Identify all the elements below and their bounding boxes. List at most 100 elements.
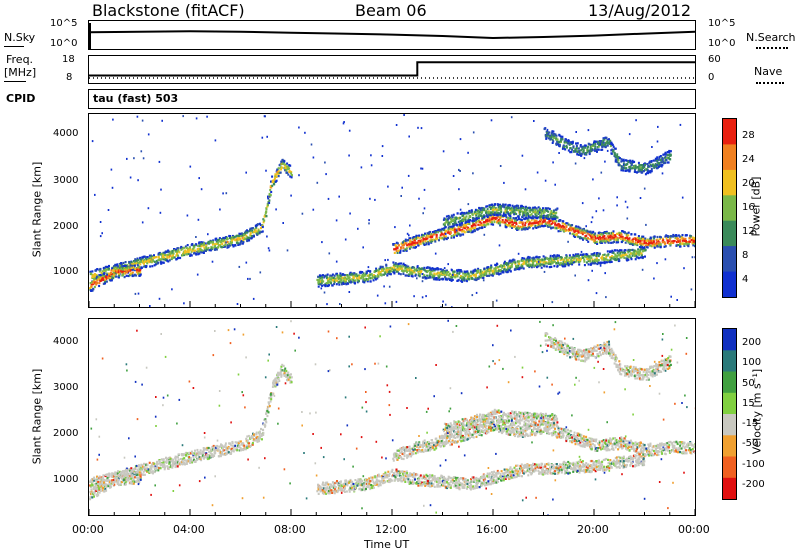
power-echo-cell bbox=[465, 224, 467, 227]
power-echo-cell bbox=[503, 206, 506, 209]
power-noise-cell bbox=[538, 211, 541, 214]
power-echo-cell bbox=[679, 243, 682, 246]
power-noise-cell bbox=[654, 235, 656, 238]
power-echo-cell bbox=[622, 237, 625, 240]
power-echo-cell bbox=[488, 272, 491, 275]
power-echo-cell bbox=[447, 218, 450, 221]
power-echo-cell bbox=[335, 283, 338, 286]
power-echo-cell bbox=[453, 236, 455, 239]
power-echo-cell bbox=[622, 160, 625, 163]
power-noise-cell bbox=[266, 135, 268, 138]
power-echo-cell bbox=[344, 278, 347, 281]
power-echo-cell bbox=[652, 236, 655, 239]
power-echo-cell bbox=[472, 221, 475, 224]
power-echo-cell bbox=[200, 245, 203, 248]
power-echo-cell bbox=[627, 234, 630, 237]
power-echo-cell bbox=[511, 225, 514, 228]
power-echo-cell bbox=[549, 213, 552, 216]
power-echo-cell bbox=[328, 276, 331, 279]
power-echo-cell bbox=[317, 285, 320, 288]
power-echo-cell bbox=[595, 254, 598, 257]
power-echo-cell bbox=[194, 249, 197, 252]
power-noise-cell bbox=[245, 261, 248, 264]
power-echo-cell bbox=[675, 244, 678, 247]
power-echo-cell bbox=[679, 235, 681, 238]
power-echo-cell bbox=[252, 227, 255, 230]
power-echo-cell bbox=[684, 237, 687, 240]
power-noise-cell bbox=[599, 143, 601, 146]
power-echo-cell bbox=[185, 253, 188, 256]
power-echo-cell bbox=[404, 239, 407, 242]
power-echo-cell bbox=[394, 265, 397, 268]
power-echo-cell bbox=[567, 264, 570, 267]
power-echo-cell bbox=[522, 267, 525, 270]
power-echo-cell bbox=[429, 238, 432, 241]
power-echo-cell bbox=[99, 279, 102, 282]
power-noise-cell bbox=[604, 272, 606, 275]
power-echo-cell bbox=[568, 262, 571, 265]
power-echo-cell bbox=[617, 157, 620, 160]
power-echo-cell bbox=[548, 266, 551, 269]
power-echo-cell bbox=[440, 229, 443, 232]
velocity-echo-cell bbox=[118, 476, 121, 479]
power-echo-cell bbox=[597, 253, 600, 256]
power-echo-cell bbox=[543, 220, 546, 223]
power-echo-cell bbox=[244, 231, 247, 235]
power-echo-cell bbox=[474, 210, 477, 213]
power-echo-cell bbox=[450, 219, 453, 222]
power-echo-cell bbox=[349, 278, 351, 281]
power-echo-cell bbox=[462, 214, 465, 217]
power-echo-cell bbox=[533, 264, 536, 267]
power-echo-cell bbox=[511, 226, 513, 229]
power-echo-cell bbox=[466, 270, 469, 273]
power-echo-cell bbox=[504, 221, 507, 224]
power-echo-cell bbox=[544, 208, 547, 211]
power-echo-cell bbox=[579, 253, 582, 256]
power-echo-cell bbox=[564, 139, 567, 142]
power-noise-cell bbox=[574, 162, 577, 165]
power-echo-cell bbox=[544, 215, 547, 218]
power-echo-cell bbox=[594, 262, 597, 265]
power-echo-cell bbox=[559, 259, 562, 262]
power-echo-cell bbox=[450, 225, 453, 228]
power-echo-cell bbox=[501, 214, 504, 217]
power-echo-cell bbox=[550, 213, 553, 216]
power-echo-cell bbox=[541, 224, 544, 228]
power-echo-cell bbox=[512, 217, 515, 220]
power-echo-cell bbox=[281, 166, 283, 169]
power-echo-cell bbox=[137, 261, 140, 264]
power-echo-cell bbox=[131, 271, 134, 274]
power-echo-cell bbox=[384, 271, 387, 274]
power-echo-cell bbox=[565, 255, 568, 258]
power-echo-cell bbox=[626, 232, 628, 235]
power-echo-cell bbox=[526, 227, 529, 231]
velocity-echo-cell bbox=[155, 464, 158, 467]
power-echo-cell bbox=[612, 145, 615, 148]
power-noise-cell bbox=[459, 138, 462, 141]
power-echo-cell bbox=[652, 163, 654, 166]
power-noise-cell bbox=[112, 118, 114, 121]
power-echo-cell bbox=[465, 228, 468, 231]
power-echo-cell bbox=[327, 277, 330, 281]
power-echo-cell bbox=[339, 278, 342, 281]
power-echo-cell bbox=[501, 219, 504, 222]
power-echo-cell bbox=[319, 283, 322, 286]
power-echo-cell bbox=[461, 280, 464, 283]
power-echo-cell bbox=[574, 227, 577, 230]
power-echo-cell bbox=[105, 272, 108, 275]
power-echo-cell bbox=[650, 240, 653, 243]
power-echo-cell bbox=[464, 220, 467, 223]
power-echo-cell bbox=[467, 275, 470, 278]
power-echo-cell bbox=[374, 278, 377, 281]
power-echo-cell bbox=[659, 245, 662, 248]
power-echo-cell bbox=[527, 226, 530, 229]
power-echo-cell bbox=[426, 269, 429, 273]
power-echo-cell bbox=[133, 273, 136, 276]
power-echo-cell bbox=[604, 143, 607, 146]
power-echo-cell bbox=[633, 254, 636, 258]
power-echo-cell bbox=[609, 236, 611, 239]
power-echo-cell bbox=[584, 255, 587, 258]
power-noise-cell bbox=[206, 115, 208, 118]
power-echo-cell bbox=[139, 256, 142, 259]
power-echo-cell bbox=[332, 276, 335, 279]
